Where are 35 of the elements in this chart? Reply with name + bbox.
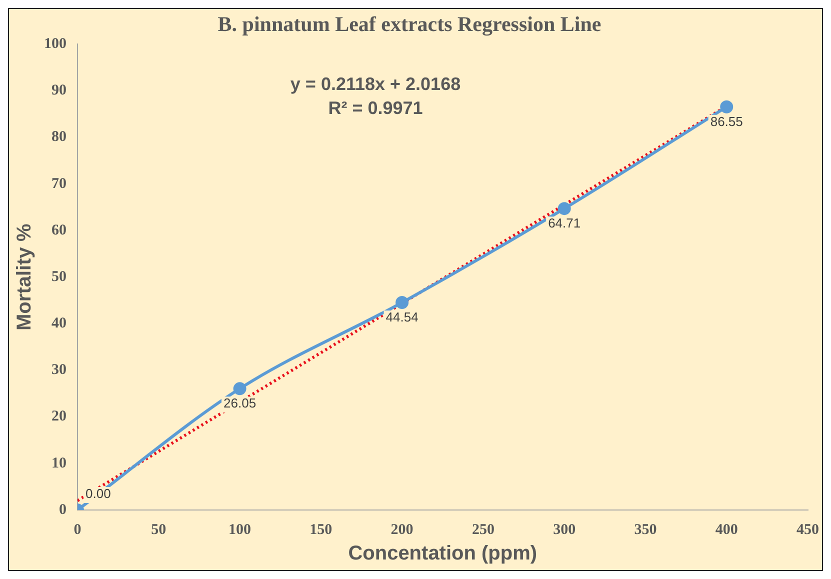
x-tick-label: 250	[472, 522, 494, 538]
y-tick-label: 40	[52, 316, 66, 332]
data-label: 86.55	[710, 114, 743, 129]
x-tick-label: 50	[151, 522, 166, 538]
x-tick-label: 0	[74, 522, 82, 538]
x-tick-label: 100	[228, 522, 252, 538]
data-label: 0.00	[85, 486, 111, 502]
point	[720, 100, 734, 114]
x-tick-label: 200	[390, 522, 414, 538]
annotation: y = 0.2118x + 2.0168	[290, 74, 461, 94]
x-axis-title: Concentation (ppm)	[348, 542, 538, 565]
x-tick-label: 400	[715, 522, 738, 538]
y-tick-label: 70	[52, 176, 66, 192]
point	[396, 296, 409, 310]
point	[558, 202, 571, 216]
y-tick-label: 50	[52, 268, 66, 285]
y-tick-label: 60	[52, 222, 66, 238]
y-tick-label: 20	[52, 408, 66, 425]
y-tick-label: 80	[52, 129, 66, 146]
y-tick-label: 30	[52, 362, 66, 378]
x-tick-label: 350	[634, 522, 657, 538]
chart-title: B. pinnatum Leaf extracts Regression Line	[218, 12, 602, 36]
y-tick-label: 90	[52, 82, 66, 99]
x-tick-label: 450	[796, 522, 819, 538]
data-label: 64.71	[548, 216, 581, 231]
point	[233, 382, 246, 396]
data-label: 26.05	[224, 396, 256, 411]
y-tick-label: 10	[52, 455, 66, 472]
x-tick-label: 300	[553, 522, 576, 538]
y-axis-title: Mortality %	[14, 224, 36, 330]
annotation: R² = 0.9971	[328, 98, 423, 118]
x-tick-label: 150	[310, 522, 332, 538]
data-label: 44.54	[386, 310, 418, 325]
y-tick-label: 100	[44, 36, 66, 52]
y-tick-label: 0	[59, 502, 66, 518]
